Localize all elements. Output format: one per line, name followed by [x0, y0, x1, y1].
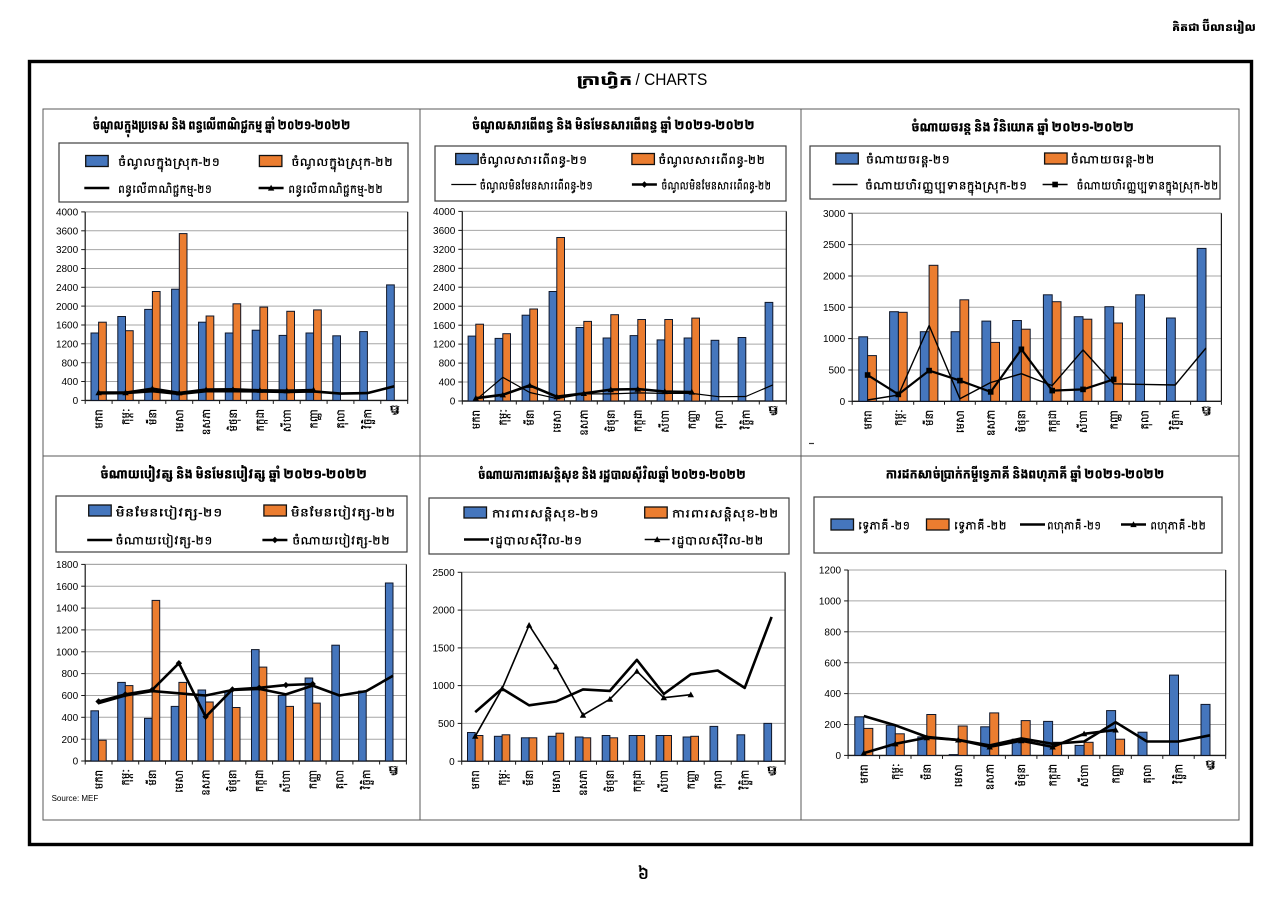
svg-text:Source: MEF: Source: MEF [52, 794, 99, 803]
svg-text:1200: 1200 [819, 566, 842, 577]
svg-text:3200: 3200 [56, 245, 79, 256]
svg-text:1400: 1400 [56, 604, 79, 615]
svg-text:1800: 1800 [56, 560, 79, 571]
svg-text:2000: 2000 [433, 302, 456, 313]
svg-text:800: 800 [439, 359, 456, 370]
svg-text:600: 600 [824, 658, 841, 669]
svg-text:1600: 1600 [56, 582, 79, 593]
svg-text:400: 400 [62, 377, 79, 388]
svg-text:0: 0 [840, 397, 846, 408]
svg-text:0: 0 [73, 396, 79, 407]
svg-text:200: 200 [62, 735, 79, 746]
svg-text:3600: 3600 [56, 226, 79, 237]
svg-text:1500: 1500 [823, 303, 846, 314]
svg-text:2400: 2400 [56, 283, 79, 294]
svg-text:2000: 2000 [432, 606, 455, 617]
svg-text:2000: 2000 [823, 272, 846, 283]
svg-text:1200: 1200 [56, 339, 79, 350]
svg-text:1500: 1500 [432, 644, 455, 655]
svg-text:0: 0 [449, 757, 455, 768]
svg-text:1600: 1600 [56, 321, 79, 332]
svg-text:0: 0 [73, 757, 79, 768]
svg-text:2500: 2500 [823, 240, 846, 251]
svg-text:1000: 1000 [432, 681, 455, 692]
svg-text:800: 800 [824, 627, 841, 638]
svg-text:400: 400 [439, 378, 456, 389]
svg-text:4000: 4000 [56, 208, 79, 219]
svg-text:0: 0 [836, 751, 842, 762]
svg-text:3600: 3600 [433, 226, 456, 237]
svg-text:1000: 1000 [819, 597, 842, 608]
svg-text:2800: 2800 [56, 264, 79, 275]
svg-text:2500: 2500 [432, 568, 455, 579]
svg-text:600: 600 [62, 691, 79, 702]
svg-text:1200: 1200 [56, 626, 79, 637]
svg-text:400: 400 [824, 689, 841, 700]
svg-text:1000: 1000 [56, 647, 79, 658]
svg-text:200: 200 [824, 720, 841, 731]
svg-text:2400: 2400 [433, 283, 456, 294]
svg-text:3200: 3200 [433, 245, 456, 256]
svg-text:1600: 1600 [433, 321, 456, 332]
svg-text:/ CHARTS: / CHARTS [636, 71, 708, 89]
svg-text:2000: 2000 [56, 302, 79, 313]
svg-text:3000: 3000 [823, 209, 846, 220]
svg-text:400: 400 [62, 713, 79, 724]
svg-text:0: 0 [450, 397, 456, 408]
svg-text:500: 500 [438, 719, 455, 730]
svg-text:4000: 4000 [433, 207, 456, 218]
svg-text:500: 500 [829, 366, 846, 377]
svg-text:1000: 1000 [823, 334, 846, 345]
svg-text:800: 800 [62, 358, 79, 369]
svg-text:2800: 2800 [433, 264, 456, 275]
svg-text:800: 800 [62, 669, 79, 680]
svg-text:1200: 1200 [433, 340, 456, 351]
